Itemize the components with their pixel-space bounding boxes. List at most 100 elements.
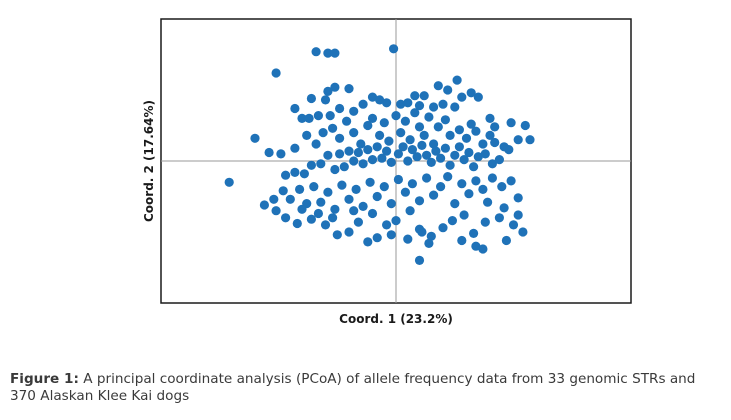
data-point	[464, 147, 474, 158]
data-point	[297, 113, 307, 123]
data-point	[417, 140, 427, 150]
data-point	[349, 206, 359, 216]
data-point	[375, 130, 385, 140]
data-point	[478, 244, 488, 254]
data-point	[302, 130, 312, 140]
data-point	[494, 213, 504, 223]
data-point	[483, 197, 493, 207]
data-point	[452, 75, 462, 85]
data-point	[353, 217, 363, 227]
data-point	[459, 155, 469, 165]
data-point	[367, 208, 378, 219]
data-point	[410, 108, 420, 118]
data-point	[299, 169, 309, 179]
data-point	[501, 235, 511, 246]
data-point	[285, 194, 295, 204]
data-point	[330, 48, 340, 58]
data-point	[292, 218, 302, 229]
data-point	[389, 44, 399, 54]
data-point	[525, 135, 535, 145]
data-point	[429, 102, 439, 112]
data-point	[367, 113, 378, 123]
data-point	[443, 172, 453, 182]
data-point	[335, 103, 345, 114]
data-point	[330, 204, 340, 214]
data-point	[513, 193, 523, 203]
data-point	[445, 130, 455, 140]
data-point	[396, 128, 406, 138]
data-point	[323, 48, 333, 58]
data-point	[328, 123, 338, 133]
data-point	[471, 176, 481, 186]
pcoa-scatter-plot: Coord. 1 (23.2%) Coord. 2 (17.64%)	[142, 18, 632, 326]
data-point	[391, 216, 401, 226]
data-point	[440, 143, 450, 153]
data-point	[313, 208, 323, 219]
data-point	[417, 227, 427, 237]
data-point	[295, 184, 305, 194]
data-point	[367, 92, 378, 102]
data-point	[372, 233, 382, 243]
data-point	[379, 118, 389, 128]
data-point	[424, 112, 434, 122]
data-point	[405, 135, 415, 145]
caption-text: A principal coordinate analysis (PCoA) o…	[10, 371, 696, 404]
data-point	[290, 143, 300, 153]
data-point	[356, 139, 366, 149]
data-point	[438, 99, 448, 109]
data-point	[313, 111, 323, 121]
data-point	[440, 115, 450, 125]
data-point	[377, 153, 387, 163]
data-point	[473, 92, 483, 102]
data-point	[499, 142, 509, 152]
data-point	[466, 119, 476, 129]
data-point	[405, 206, 415, 216]
data-point	[490, 137, 500, 148]
data-point	[426, 157, 436, 167]
data-point	[508, 220, 519, 230]
data-point	[318, 128, 328, 138]
data-point	[478, 184, 488, 194]
data-point	[375, 95, 385, 105]
data-point	[316, 197, 326, 207]
data-point	[485, 130, 495, 140]
data-point	[363, 237, 373, 247]
data-point	[433, 81, 443, 91]
data-point	[398, 142, 408, 152]
data-point	[518, 227, 528, 237]
data-point	[250, 133, 260, 143]
data-point	[497, 182, 507, 192]
data-point	[422, 173, 432, 183]
data-point	[520, 120, 530, 131]
data-point	[513, 135, 523, 145]
data-point	[433, 122, 443, 132]
data-point	[363, 120, 373, 131]
data-point	[353, 147, 363, 158]
data-point	[445, 160, 455, 170]
data-point	[412, 152, 422, 162]
data-point	[506, 118, 516, 128]
data-point	[386, 157, 396, 167]
data-point	[490, 122, 500, 132]
data-point	[271, 206, 281, 216]
data-point	[403, 156, 413, 166]
data-point	[306, 160, 316, 170]
data-point	[393, 174, 403, 185]
data-point	[325, 111, 335, 121]
data-point	[403, 98, 413, 108]
data-point	[450, 199, 460, 209]
data-point	[309, 182, 319, 192]
data-point	[323, 86, 333, 96]
data-point	[382, 220, 392, 230]
data-point	[461, 133, 472, 143]
data-point	[311, 47, 321, 57]
data-point	[358, 159, 368, 169]
data-point	[363, 145, 373, 155]
data-point	[290, 103, 300, 114]
data-point	[438, 223, 448, 233]
data-point	[351, 184, 361, 194]
data-point	[414, 196, 425, 206]
data-point	[403, 234, 413, 244]
data-point	[328, 213, 338, 223]
data-point	[419, 91, 429, 101]
